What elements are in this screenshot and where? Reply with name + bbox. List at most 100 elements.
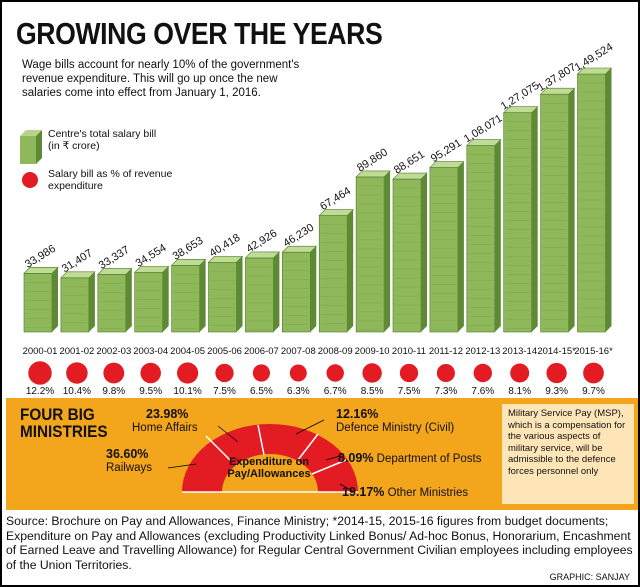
percent-dot <box>103 362 125 384</box>
ministry-name: Railways <box>106 462 153 474</box>
percent-label: 9.5% <box>139 386 162 397</box>
gauge-center-line2: Pay/Allowances <box>227 468 311 480</box>
percent-dot <box>252 364 271 382</box>
bar-front <box>318 215 348 333</box>
bar-front <box>540 93 569 333</box>
legend-bar-icon <box>20 130 42 164</box>
bar-side <box>605 68 612 332</box>
bar <box>502 106 539 333</box>
bar-side <box>236 256 243 332</box>
bar <box>23 267 59 333</box>
gauge-divider <box>257 424 265 456</box>
bar <box>60 271 96 333</box>
percent-dot <box>583 362 604 384</box>
percent-label: 10.1% <box>173 386 201 397</box>
category-label: 2001-02 <box>59 346 94 357</box>
gauge-divider <box>297 433 319 461</box>
legend-bar-label: Centre's total salary bill (in ₹ crore) <box>48 128 157 152</box>
gauge-center-line1: Expenditure on <box>228 456 310 468</box>
ministry-name: Home Affairs <box>132 422 198 434</box>
category-label: 2008-09 <box>318 346 353 357</box>
percent-dot <box>546 362 567 384</box>
ministry-name: Defence Ministry (Civil) <box>336 422 455 434</box>
bar <box>429 161 465 333</box>
percent-dot <box>289 364 307 382</box>
percent-dot <box>362 363 382 383</box>
legend-dot-icon <box>22 172 38 188</box>
ministry-pct: 23.98% <box>146 407 189 421</box>
category-label: 2004-05 <box>170 346 205 357</box>
ministries-title-line2: MINISTRIES <box>20 422 108 441</box>
percent-dot <box>399 363 419 383</box>
category-label: 2000-01 <box>23 346 58 357</box>
bar-value-label: 89,860 <box>355 146 390 174</box>
category-label: 2015-16* <box>574 346 613 357</box>
percent-label: 10.4% <box>63 386 91 397</box>
bar-front <box>466 145 496 333</box>
percent-dot <box>177 362 199 384</box>
gauge-divider <box>205 435 232 462</box>
bar-side <box>273 251 280 332</box>
category-label: 2005-06 <box>207 346 242 357</box>
bar-value-label: 33,337 <box>97 244 132 272</box>
leader-line <box>295 419 325 435</box>
bar <box>207 255 244 333</box>
bar-value-label: 88,651 <box>392 148 427 176</box>
bar-value-label: 38,653 <box>171 235 206 263</box>
ministries-panel: FOUR BIG MINISTRIES 23.98% Home Affairs … <box>6 398 638 510</box>
bar <box>318 209 354 333</box>
percent-label: 6.5% <box>250 386 273 397</box>
bar-side <box>568 88 575 332</box>
source-footer: Source: Brochure on Pay and Allowances, … <box>6 514 633 573</box>
ministry-other: 19.17% Other Ministries <box>342 486 468 500</box>
gauge-center-label: Expenditure on Pay/Allowances <box>224 456 314 480</box>
bar-value-label: 42,926 <box>244 227 279 255</box>
bar <box>355 170 391 333</box>
ministry-name: Department of Posts <box>376 453 482 465</box>
percent-dot <box>473 363 493 383</box>
ministry-posts: 8.09% Department of Posts <box>338 452 481 466</box>
ministries-title: FOUR BIG MINISTRIES <box>20 406 108 440</box>
percent-label: 8.1% <box>508 386 531 397</box>
bar <box>466 139 502 333</box>
bar <box>170 259 207 333</box>
bar-side <box>199 259 206 332</box>
bar-front <box>97 274 127 333</box>
percent-label: 7.5% <box>213 386 236 397</box>
percent-dot <box>215 363 234 383</box>
percent-label: 7.5% <box>398 386 421 397</box>
category-label: 2013-14 <box>502 346 537 357</box>
bar-value-label: 67,464 <box>318 185 353 213</box>
percent-dot <box>66 362 88 384</box>
percent-label: 12.2% <box>26 386 54 397</box>
bar <box>392 172 428 333</box>
bar-side <box>421 173 427 332</box>
bar-side <box>384 170 391 332</box>
percent-dot <box>326 364 344 382</box>
bar <box>576 67 613 333</box>
percent-dot <box>510 363 530 383</box>
bar-side <box>347 209 354 332</box>
leader-line <box>167 463 197 469</box>
bar <box>281 245 318 333</box>
page-title: GROWING OVER THE YEARS <box>16 16 383 51</box>
bar <box>133 266 170 333</box>
percent-dot <box>28 361 52 385</box>
percent-label: 8.5% <box>361 386 384 397</box>
percent-label: 6.7% <box>324 386 347 397</box>
percent-label: 7.3% <box>435 386 458 397</box>
category-label: 2002-03 <box>96 346 131 357</box>
bar-front <box>503 112 533 333</box>
category-label: 2012-13 <box>465 346 500 357</box>
category-label: 2010-11 <box>392 346 426 357</box>
percent-label: 7.6% <box>471 386 494 397</box>
salary-chart: 33,986 2000-01 12.2% 31,407 2001-02 10.4% 33,3… <box>23 41 616 397</box>
ministry-railways: 36.60% Railways <box>106 448 152 475</box>
bar-front <box>281 251 311 333</box>
category-label: 2011-12 <box>429 346 463 357</box>
bar-front <box>171 265 200 333</box>
ministry-pct: 8.09% <box>338 451 374 465</box>
graphic-credit: GRAPHIC: SANJAY <box>549 572 630 582</box>
bar-side <box>494 139 501 332</box>
